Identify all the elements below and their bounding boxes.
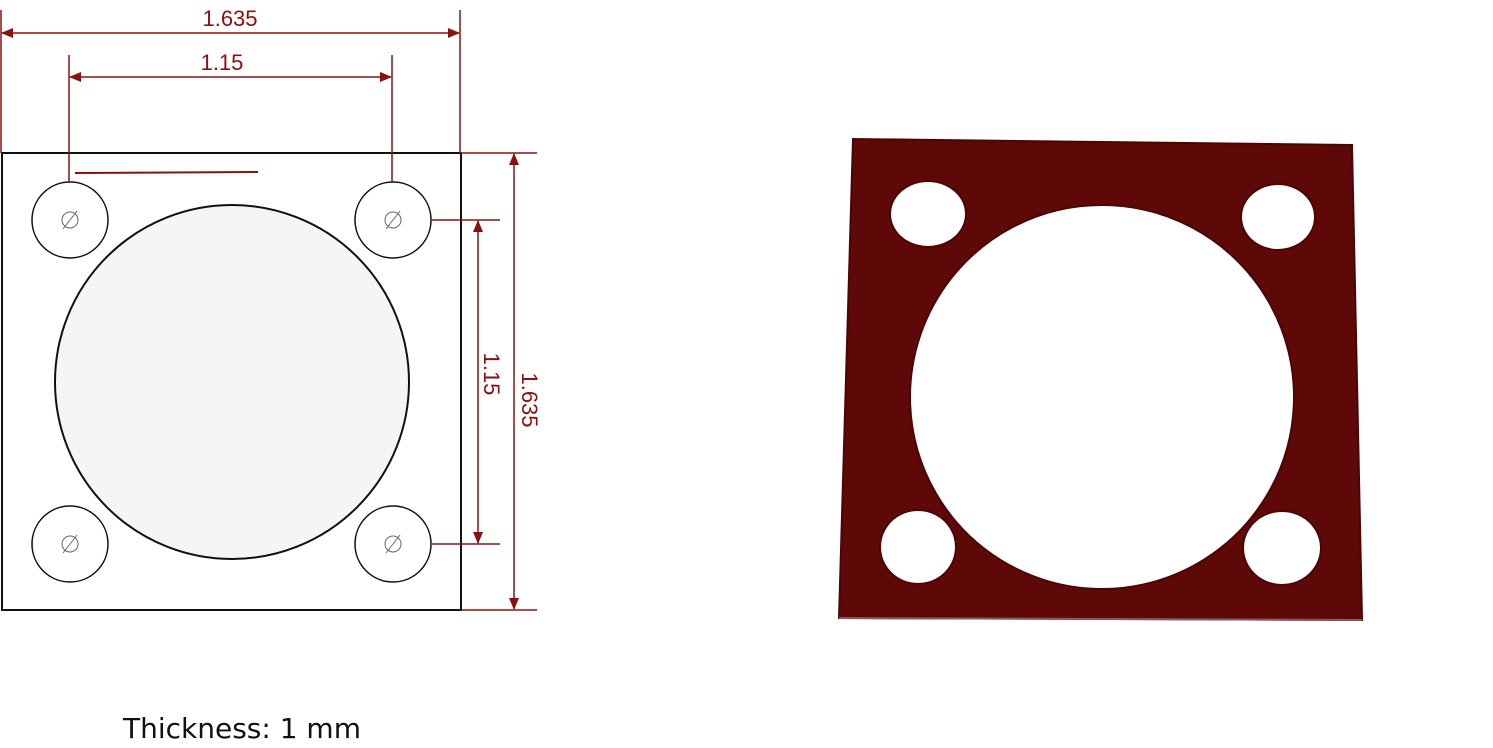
reference-mark [74, 171, 259, 174]
dimension-hole-spacing-horizontal: 1.15 [68, 50, 393, 182]
dimension-overall-width-label: 1.635 [202, 6, 257, 31]
dimension-hole-spacing-vertical: 1.15 [432, 219, 504, 545]
thickness-note: Thickness: 1 mm [123, 712, 361, 745]
bolt-hole-bottom-right [354, 505, 432, 583]
dimension-overall-width: 1.635 [0, 6, 461, 153]
bolt-hole-top-left [31, 181, 109, 259]
gasket-render [837, 137, 1364, 622]
bolt-hole-bottom-left [31, 505, 109, 583]
bolt-hole-top-right [354, 181, 432, 259]
gasket-body [837, 137, 1364, 622]
dimension-hole-spacing-vertical-label: 1.15 [479, 353, 504, 396]
center-bore [54, 204, 410, 560]
dimension-overall-height-label: 1.635 [517, 372, 542, 427]
dimension-overall-height: 1.635 [461, 152, 542, 611]
dimension-hole-spacing-horizontal-label: 1.15 [201, 50, 244, 75]
technical-drawing: 1.635 1.15 1.15 1.635 [0, 6, 542, 611]
gasket-bottom-edge [838, 617, 1363, 621]
